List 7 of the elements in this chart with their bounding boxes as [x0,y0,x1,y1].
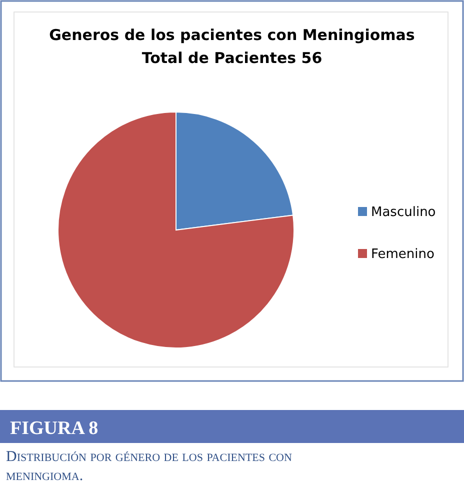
text: FIGURA 8 [10,418,98,439]
text: Distribución por género de los pacientes con meningioma. [6,448,293,486]
legend-label: Femenino [371,247,435,262]
chart-title: Generos de los pacientes con Meningiomas [49,26,415,44]
pie-slice [58,112,294,348]
chart-subtitle: Total de Pacientes 56 [142,49,322,67]
legend-label: Masculino [371,205,436,220]
